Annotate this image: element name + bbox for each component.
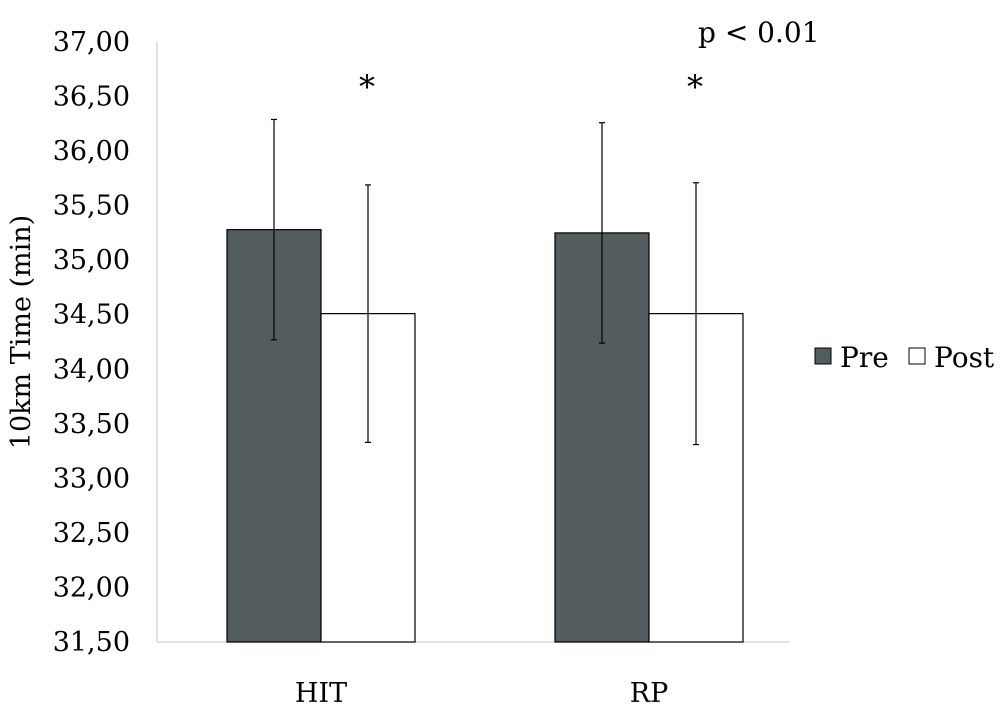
legend-swatch xyxy=(908,347,926,365)
legend-item-pre: Pre xyxy=(814,341,889,374)
y-axis-ticks: 31,50 32,00 32,50 33,00 33,50 34,00 34,50 35,00… xyxy=(53,27,130,658)
y-tick-label: 34,50 xyxy=(53,300,130,331)
y-axis-title: 10km Time (min) xyxy=(6,215,37,449)
legend-swatch xyxy=(814,347,832,365)
y-tick-label: 35,00 xyxy=(53,245,130,276)
error-bars-group xyxy=(271,118,699,446)
x-category-label: RP xyxy=(630,678,669,709)
error-bar-rp-pre xyxy=(599,122,605,344)
y-tick-label: 36,50 xyxy=(53,82,130,113)
significance-markers: * * xyxy=(359,68,703,106)
y-tick-label: 33,00 xyxy=(53,463,130,494)
error-bar-rp-post xyxy=(693,182,699,446)
y-tick-label: 33,50 xyxy=(53,409,130,440)
y-tick-label: 37,00 xyxy=(53,27,130,58)
legend-label: Post xyxy=(934,341,995,374)
x-axis-category-labels: HIT RP xyxy=(295,678,668,709)
legend-label: Pre xyxy=(840,341,889,374)
error-bar-hit-post xyxy=(365,184,371,443)
legend-item-post: Post xyxy=(908,341,995,374)
significance-marker: * xyxy=(687,68,703,106)
y-tick-label: 34,00 xyxy=(53,354,130,385)
p-value-annotation: p < 0.01 xyxy=(698,16,820,49)
error-bar-hit-pre xyxy=(271,118,277,341)
y-tick-label: 32,00 xyxy=(53,572,130,603)
significance-marker: * xyxy=(359,68,375,106)
y-tick-label: 31,50 xyxy=(53,627,130,658)
y-tick-label: 36,00 xyxy=(53,136,130,167)
y-tick-label: 35,50 xyxy=(53,191,130,222)
legend: Pre Post xyxy=(814,341,995,374)
y-tick-label: 32,50 xyxy=(53,518,130,549)
x-category-label: HIT xyxy=(295,678,347,709)
bars-group xyxy=(226,229,744,643)
